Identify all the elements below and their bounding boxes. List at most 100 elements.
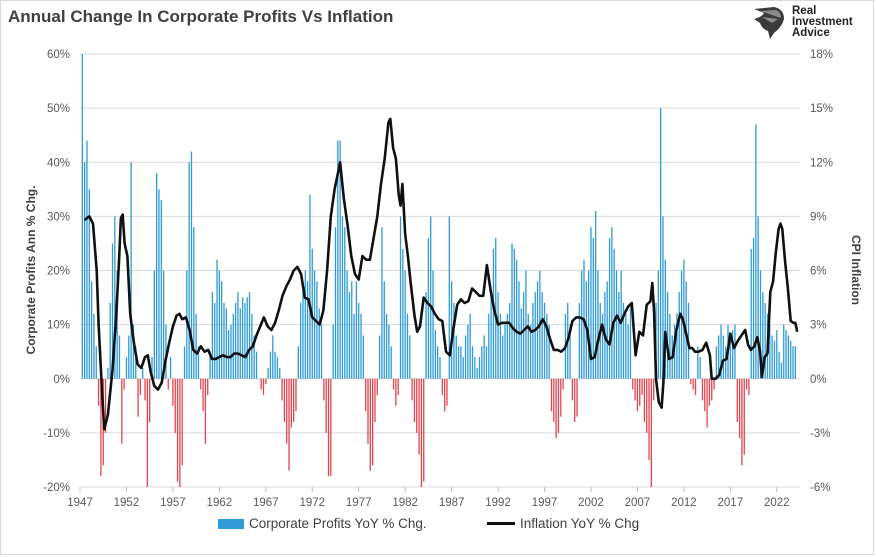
profit-bar-positive [587, 270, 590, 379]
profit-bar-positive [548, 324, 550, 379]
x-tick-label: 1967 [253, 497, 279, 509]
profit-bar-positive [483, 335, 485, 379]
profit-bar-positive [792, 346, 794, 379]
profit-bar-positive [460, 346, 462, 379]
profit-bar-positive [86, 140, 88, 379]
profit-bar-positive [193, 227, 195, 379]
profit-bar-negative [325, 378, 327, 433]
profit-bar-positive [611, 227, 613, 379]
profit-bar-positive [608, 238, 611, 379]
profit-bar-negative [653, 378, 655, 401]
profit-bar-positive [725, 346, 727, 379]
profit-bar-positive [659, 108, 662, 379]
profit-bar-positive [536, 281, 539, 379]
x-tick-label: 1992 [485, 497, 511, 509]
profit-bar-positive [162, 270, 165, 379]
profit-bar-positive [153, 270, 155, 379]
y-axis-left-title: Corporate Profits Ann % Chg. [24, 186, 38, 355]
profit-bar-positive [218, 270, 221, 379]
profit-bar-positive [601, 313, 604, 379]
profit-bar-positive [130, 162, 132, 379]
profit-bar-positive [776, 330, 778, 379]
profit-bar-negative [418, 378, 420, 455]
profit-bar-positive [509, 302, 511, 379]
profit-bar-positive [155, 173, 158, 379]
profit-bar-negative [576, 378, 578, 417]
profit-bar-negative [371, 378, 374, 466]
profit-bar-negative [204, 378, 207, 444]
profit-bar-negative [290, 378, 293, 428]
profit-bar-positive [114, 216, 116, 379]
profit-bar-positive [627, 324, 629, 379]
profit-bar-negative [262, 378, 265, 395]
x-tick-label: 2012 [671, 497, 697, 509]
profit-bar-negative [265, 378, 267, 385]
profit-bar-positive [764, 302, 766, 379]
profit-bar-positive [715, 346, 718, 379]
profit-bar-negative [137, 378, 139, 417]
profit-bar-negative [701, 378, 704, 401]
profit-bar-positive [541, 292, 543, 379]
logo-text: Real Investment Advice [792, 5, 853, 39]
profit-bar-positive [669, 313, 671, 379]
x-tick-label: 1997 [532, 497, 558, 509]
profit-bar-positive [313, 270, 316, 379]
profit-bar-negative [123, 378, 125, 390]
profit-bar-positive [467, 324, 469, 379]
profit-bar-positive [499, 313, 502, 379]
profit-bar-positive [128, 335, 130, 379]
profit-bar-positive [506, 313, 509, 379]
y-tick-label-left: -20% [43, 482, 70, 494]
profit-bar-positive [209, 351, 211, 379]
profit-bar-positive [769, 324, 771, 379]
brand-logo: Real Investment Advice [752, 5, 864, 43]
y-tick-label-right: 15% [810, 103, 833, 115]
profit-bar-positive [351, 281, 353, 379]
profit-bar-positive [462, 357, 464, 379]
profit-bar-negative [374, 378, 376, 423]
legend-label-inflation: Inflation YoY % Chg [520, 516, 640, 531]
profit-bar-positive [169, 357, 172, 379]
profit-bar-positive [227, 330, 230, 379]
profit-bar-positive [81, 54, 83, 379]
x-tick-label: 2002 [578, 497, 604, 509]
profit-bar-positive [606, 281, 608, 379]
profit-bar-positive [360, 313, 362, 379]
profit-bar-positive [406, 313, 409, 379]
x-tick-label: 1987 [439, 497, 465, 509]
x-axis-ticks: 1947 1952 1957 1962 1967 1972 1977 1982 1987 1992… [67, 487, 790, 509]
profit-bar-negative [736, 378, 738, 423]
profit-bar-positive [344, 227, 346, 379]
profit-bar-negative [330, 378, 332, 477]
profit-bar-positive [546, 313, 548, 379]
profit-bar-negative [557, 378, 560, 433]
profit-bar-positive [450, 281, 453, 379]
profit-bar-positive [481, 346, 483, 379]
profit-bar-positive [297, 346, 299, 379]
chart-title: Annual Change In Corporate Profits Vs In… [8, 7, 394, 26]
profit-bar-positive [258, 378, 260, 380]
profit-bar-negative [550, 378, 553, 412]
profit-bar-positive [490, 292, 492, 379]
profit-bar-positive [339, 140, 341, 379]
profit-bar-positive [794, 346, 797, 379]
profit-bar-positive [244, 302, 246, 379]
profit-bar-positive [302, 281, 304, 379]
profit-bar-positive [388, 324, 390, 379]
profit-bar-positive [513, 248, 515, 379]
x-tick-label: 1972 [299, 497, 325, 509]
profit-bar-negative [207, 378, 209, 395]
profit-bar-positive [253, 335, 255, 379]
profit-bar-positive [348, 292, 351, 379]
profit-bar-negative [121, 378, 123, 444]
profit-bar-positive [478, 357, 481, 379]
profit-bar-negative [562, 378, 564, 390]
profit-bar-positive [409, 335, 411, 379]
profit-bar-positive [495, 238, 497, 379]
profit-bar-positive [272, 335, 274, 379]
profit-bar-positive [569, 324, 571, 379]
profit-bar-positive [248, 292, 251, 379]
profit-bar-negative [149, 378, 151, 423]
profit-bar-positive [341, 216, 344, 379]
profit-bar-negative [392, 378, 395, 390]
